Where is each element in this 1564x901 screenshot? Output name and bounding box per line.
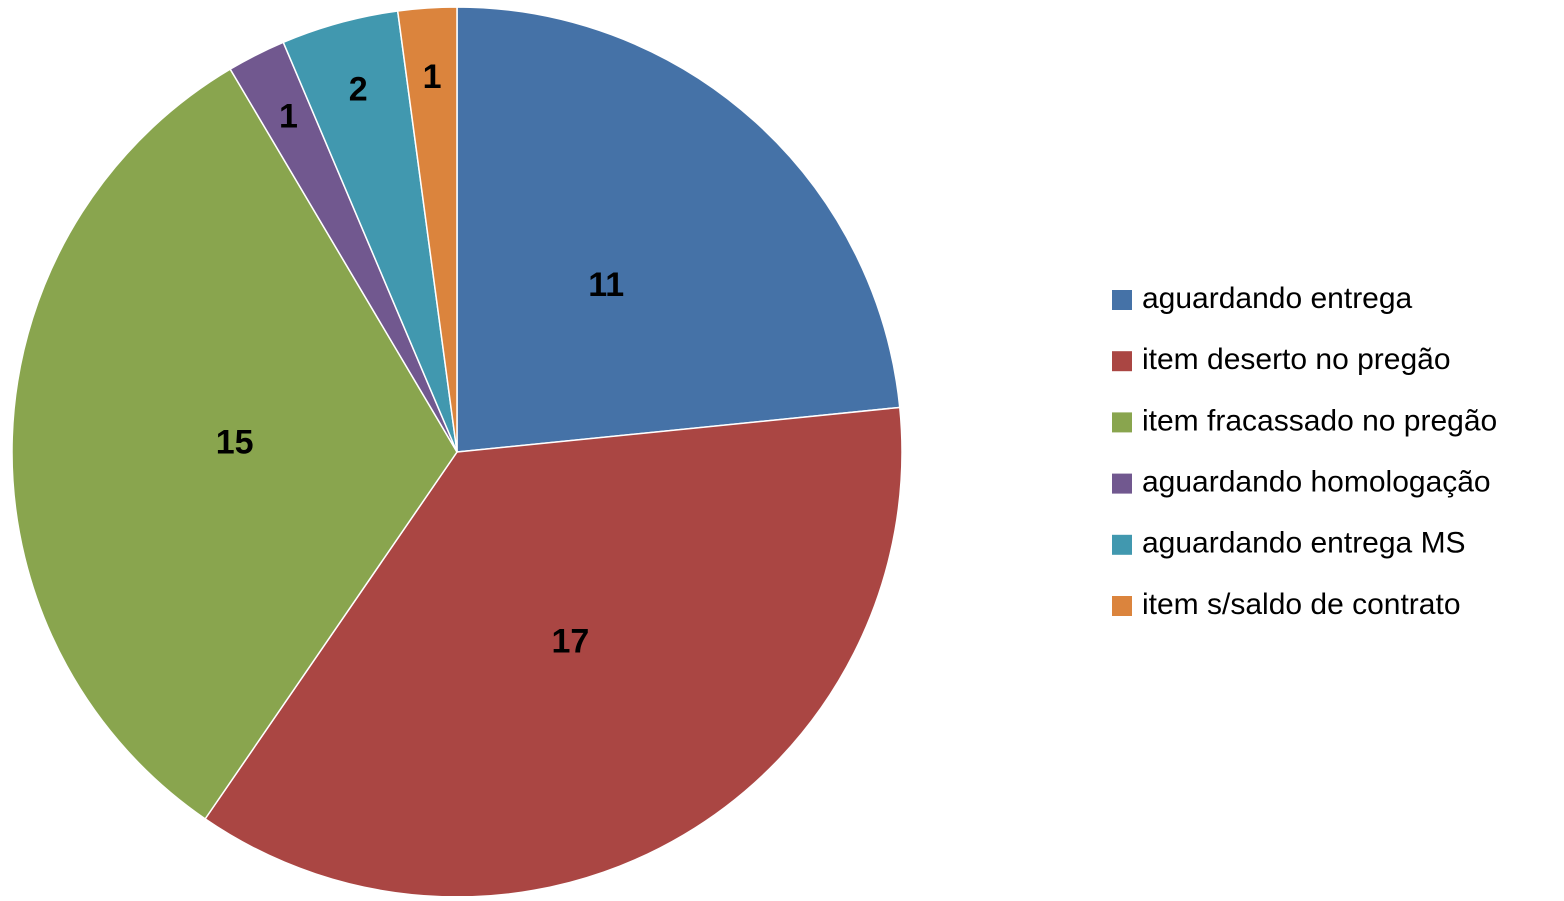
data-label: 11 [588,266,624,304]
data-label: 15 [216,424,254,462]
pie-slice [396,6,458,453]
legend-label: item s/saldo de contrato [1142,588,1461,621]
legend-swatch [1112,473,1132,494]
legend-swatch [1112,290,1132,310]
data-label: 1 [279,97,298,135]
pie-slice [11,68,458,820]
data-label: 2 [349,70,368,108]
data-label: 17 [551,622,589,660]
legend-swatch [1112,534,1132,555]
legend-swatch [1112,412,1132,433]
legend-label: aguardando homologação [1142,466,1491,499]
legend-label: item deserto no pregão [1142,343,1451,376]
legend-label: item fracassado no pregão [1142,404,1497,437]
legend-swatch [1112,351,1132,372]
pie-slice [204,406,903,898]
legend-swatch [1112,596,1132,616]
legend-label: aguardando entrega [1142,282,1413,315]
pie-slice [456,6,901,453]
legend-label: aguardando entrega MS [1142,527,1466,560]
data-label: 1 [423,58,442,96]
